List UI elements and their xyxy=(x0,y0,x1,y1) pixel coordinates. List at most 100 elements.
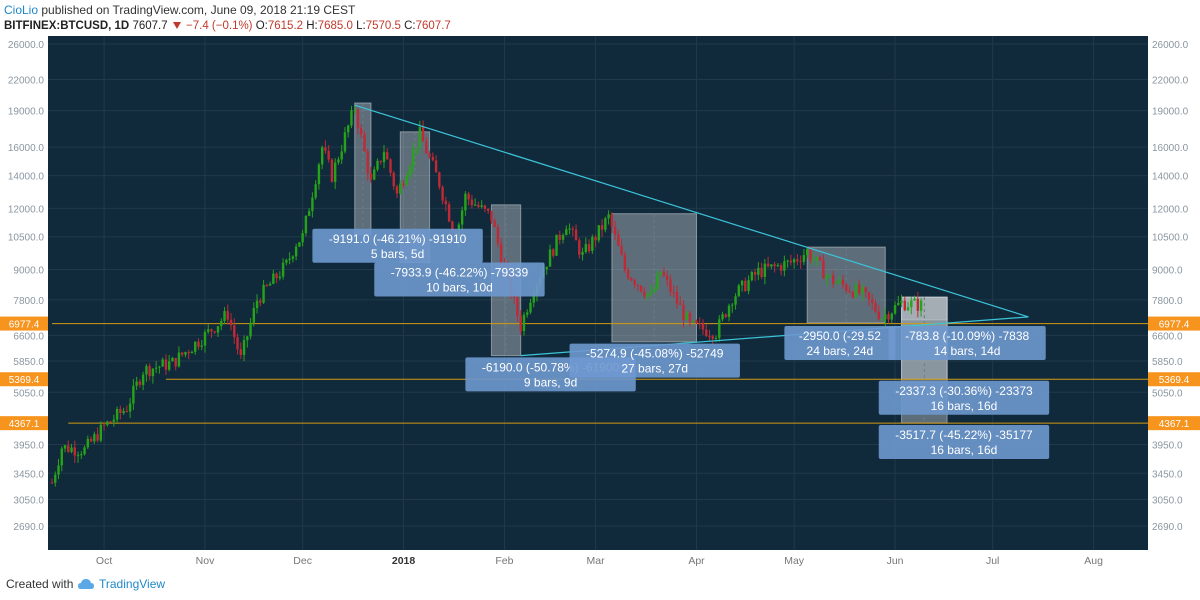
price-chart[interactable]: 26000.0 22000.0 19000.0 16000.0 14000.0 12000… xyxy=(0,36,1200,570)
candle-body xyxy=(161,359,164,367)
candle-body xyxy=(910,300,913,308)
tradingview-link[interactable]: TradingView xyxy=(99,577,166,591)
candle-body xyxy=(171,357,174,362)
candle-body xyxy=(314,184,317,198)
candle-body xyxy=(190,351,194,354)
candle-body xyxy=(897,302,900,306)
candle-body xyxy=(786,260,789,262)
level-price-label: 5369.4 xyxy=(9,375,40,386)
tradingview-cloud-icon xyxy=(78,579,94,589)
candle-body xyxy=(672,292,675,294)
y-tick-label: 2690.0 xyxy=(1152,522,1183,533)
candle-body xyxy=(652,288,656,293)
candle-body xyxy=(770,264,773,267)
candle-body xyxy=(643,291,646,297)
y-tick-label: 16000.0 xyxy=(8,143,45,154)
level-price-tag xyxy=(1148,316,1200,331)
candle-body xyxy=(434,160,438,173)
level-price-tag xyxy=(0,316,48,331)
candle-body xyxy=(558,234,561,240)
candle-body xyxy=(884,314,887,320)
symbol-name[interactable]: BITFINEX:BTCUSD, 1D xyxy=(4,20,130,32)
candle-body xyxy=(93,434,96,442)
candle-body xyxy=(796,259,799,262)
author-link[interactable]: CioLio xyxy=(4,3,39,17)
candle-body xyxy=(779,265,783,271)
candle-body xyxy=(60,448,63,466)
candle-body xyxy=(646,293,649,297)
candle-body xyxy=(841,279,845,285)
candle-body xyxy=(776,265,780,267)
candle-body xyxy=(496,227,500,244)
y-tick-label: 26000.0 xyxy=(1152,40,1189,51)
candle-body xyxy=(887,314,890,320)
x-tick-label: Aug xyxy=(1084,555,1103,567)
candle-body xyxy=(83,447,86,455)
candle-body xyxy=(731,304,734,306)
candle-body xyxy=(685,312,688,321)
candle-body xyxy=(347,125,350,133)
candle-body xyxy=(522,314,526,331)
candle-body xyxy=(714,337,718,339)
candle-body xyxy=(288,258,291,260)
level-price-tag xyxy=(1148,416,1200,431)
candle-body xyxy=(239,349,242,355)
candle-body xyxy=(838,279,841,283)
candle-body xyxy=(223,311,226,321)
measure-label-bars: 9 bars, 9d xyxy=(524,375,577,389)
candle-body xyxy=(802,255,806,262)
y-tick-label: 9000.0 xyxy=(13,265,44,276)
candle-body xyxy=(900,300,903,303)
candle-body xyxy=(164,359,168,370)
candle-body xyxy=(125,410,129,412)
candle-body xyxy=(789,260,793,263)
candle-body xyxy=(73,447,76,456)
candle-body xyxy=(158,366,161,368)
candle-body xyxy=(613,226,617,235)
candle-body xyxy=(418,127,422,148)
candle-body xyxy=(181,352,184,355)
candle-body xyxy=(565,229,568,236)
low-value: 7570.5 xyxy=(365,20,401,32)
last-price: 7607.7 xyxy=(132,20,168,32)
candle-body xyxy=(483,205,487,209)
candle-body xyxy=(460,210,464,225)
x-tick-label: Mar xyxy=(587,555,606,567)
x-tick-label: 2018 xyxy=(392,555,416,567)
candle-body xyxy=(610,214,614,227)
candle-body xyxy=(132,385,135,404)
time-axis: Oct Nov Dec 2018 Feb Mar Apr May Jun Jul Aug xyxy=(96,555,1103,567)
x-tick-label: Jun xyxy=(887,555,904,567)
candle-body xyxy=(122,410,125,414)
candle-body xyxy=(669,279,672,293)
candle-body xyxy=(272,273,275,284)
candle-body xyxy=(835,282,838,284)
y-tick-label: 5850.0 xyxy=(13,357,44,368)
candle-body xyxy=(226,311,229,320)
candle-body xyxy=(138,381,142,385)
high-value: 7685.0 xyxy=(317,20,353,32)
x-tick-label: Oct xyxy=(96,555,112,567)
candle-body xyxy=(532,294,535,303)
level-price-label: 4367.1 xyxy=(9,419,40,430)
candle-body xyxy=(373,169,376,180)
candle-body xyxy=(913,298,916,301)
y-tick-label: 22000.0 xyxy=(1152,76,1189,87)
candle-body xyxy=(265,284,269,286)
candle-body xyxy=(734,296,737,305)
candle-body xyxy=(783,261,786,271)
candle-body xyxy=(301,233,304,243)
candle-body xyxy=(167,361,171,370)
candle-body xyxy=(63,445,67,449)
candle-body xyxy=(444,200,448,205)
candle-body xyxy=(545,266,548,270)
publish-info: CioLio published on TradingView.com, Jun… xyxy=(4,3,355,17)
y-tick-label: 3950.0 xyxy=(1152,440,1183,451)
candle-body xyxy=(363,134,366,152)
candle-body xyxy=(633,280,636,285)
candle-body xyxy=(750,272,754,281)
candle-body xyxy=(154,367,158,369)
candle-body xyxy=(760,267,763,277)
